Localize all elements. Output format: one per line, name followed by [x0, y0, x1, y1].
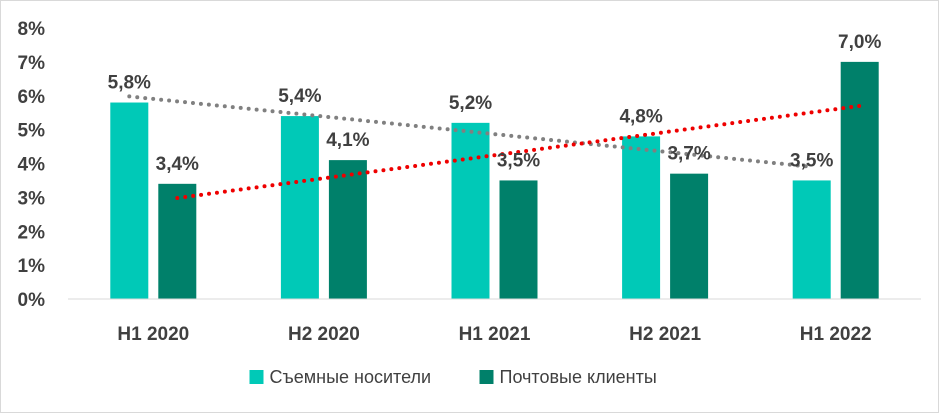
trendline: [127, 94, 814, 169]
bar: [622, 136, 661, 299]
bar: [158, 183, 197, 299]
data-label: 5,4%: [278, 86, 321, 107]
bar: [792, 180, 831, 299]
y-tick-label: 7%: [18, 53, 46, 74]
bars: [110, 61, 879, 300]
y-tick-label: 2%: [18, 222, 46, 243]
x-tick-label: H1 2021: [459, 324, 531, 345]
y-axis: 0% 1% 2% 3% 4% 5% 6% 7% 8%: [18, 19, 46, 311]
x-axis: H1 2020 H2 2020 H1 2021 H2 2021 H1 2022: [68, 298, 921, 345]
y-tick-label: 4%: [18, 155, 46, 176]
bar: [499, 180, 538, 299]
legend: Съемные носители Почтовые клиенты: [249, 367, 657, 387]
data-label: 4,8%: [619, 106, 662, 127]
x-tick-label: H2 2020: [288, 324, 360, 345]
x-tick-label: H2 2021: [629, 324, 701, 345]
bar: [328, 160, 367, 299]
legend-label: Съемные носители: [270, 367, 432, 387]
data-label: 5,2%: [449, 93, 492, 114]
y-tick-label: 8%: [18, 19, 46, 40]
legend-label: Почтовые клиенты: [500, 367, 657, 387]
bar: [110, 102, 149, 300]
y-tick-label: 3%: [18, 188, 46, 209]
data-label: 3,5%: [790, 150, 833, 171]
data-labels: 5,8% 5,4% 5,2% 4,8% 3,5% 3,4% 4,1% 3,5% 3,7% 7,0%: [108, 32, 882, 175]
data-label: 3,7%: [667, 144, 710, 165]
trendlines: [127, 94, 862, 201]
trendline: [175, 103, 862, 201]
legend-swatch: [479, 370, 494, 384]
y-tick-label: 6%: [18, 87, 46, 108]
data-label: 7,0%: [838, 32, 881, 53]
legend-swatch: [249, 370, 264, 384]
data-label: 3,5%: [497, 150, 540, 171]
bar: [670, 173, 709, 299]
data-label: 3,4%: [156, 154, 199, 175]
y-tick-label: 0%: [18, 290, 46, 311]
bar: [451, 122, 490, 299]
data-label: 5,8%: [108, 73, 151, 94]
bar: [280, 116, 319, 299]
x-tick-label: H1 2022: [800, 324, 872, 345]
y-tick-label: 5%: [18, 121, 46, 142]
data-label: 4,1%: [326, 130, 369, 151]
y-tick-label: 1%: [18, 256, 46, 277]
x-tick-label: H1 2020: [117, 324, 189, 345]
bar: [840, 61, 879, 299]
